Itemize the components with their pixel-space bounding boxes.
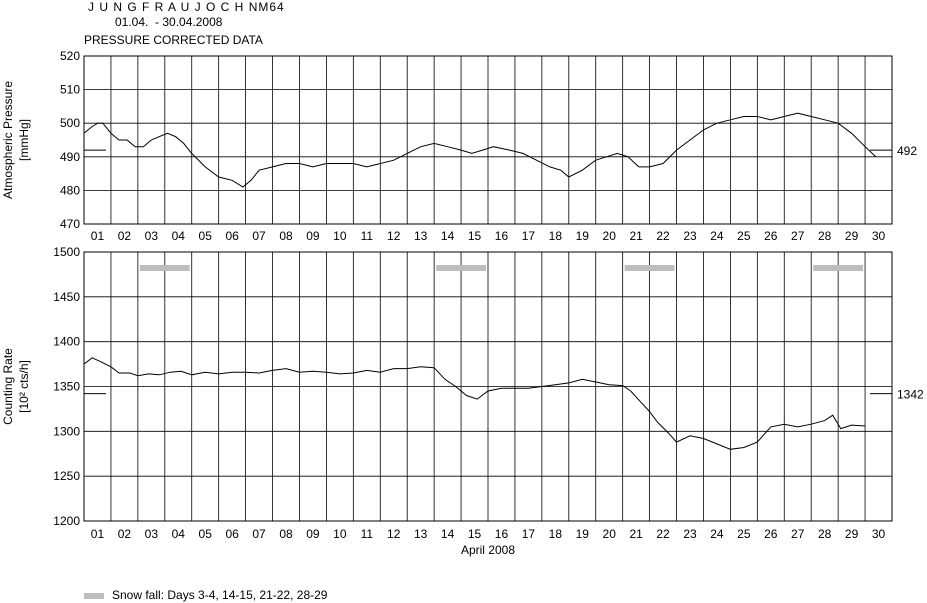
y-tick-label: 1250 — [53, 469, 80, 483]
x-tick-label: 20 — [603, 229, 617, 243]
y-axis-label: Counting Rate — [1, 348, 15, 425]
x-tick-label: 04 — [172, 229, 186, 243]
x-tick-label: 25 — [737, 527, 751, 541]
x-tick-label: 11 — [361, 527, 374, 541]
x-tick-label: 23 — [683, 229, 697, 243]
x-tick-label: 17 — [522, 527, 536, 541]
x-tick-label: 02 — [118, 229, 132, 243]
y-tick-label: 1300 — [53, 424, 80, 438]
x-tick-label: 26 — [764, 527, 778, 541]
y-axis-unit: [mmHg] — [17, 119, 31, 161]
x-tick-label: 15 — [468, 229, 482, 243]
x-tick-label: 19 — [576, 229, 590, 243]
x-tick-label: 22 — [656, 527, 670, 541]
x-tick-label: 16 — [495, 229, 509, 243]
x-tick-label: 25 — [737, 229, 751, 243]
x-tick-label: 09 — [306, 229, 320, 243]
data-series-line — [83, 112, 877, 188]
snow-fall-bar — [139, 265, 190, 271]
y-tick-label: 480 — [60, 183, 80, 197]
y-axis-unit: [10² cts/h] — [17, 360, 31, 413]
y-tick-label: 470 — [60, 217, 80, 231]
snow-fall-bar — [813, 265, 864, 271]
x-tick-label: 16 — [495, 527, 509, 541]
y-tick-label: 490 — [60, 150, 80, 164]
x-tick-label: 01 — [91, 229, 105, 243]
station-name: J U N G F R A U J O C H — [88, 0, 245, 14]
snow-fall-bar — [436, 265, 486, 271]
x-tick-label: 18 — [549, 527, 563, 541]
data-series-line — [83, 357, 866, 450]
x-tick-label: 20 — [603, 527, 617, 541]
x-tick-label: 21 — [629, 527, 643, 541]
x-tick-label: 06 — [225, 229, 239, 243]
x-tick-label: 28 — [818, 527, 832, 541]
reference-value: 492 — [897, 144, 917, 158]
x-tick-label: 10 — [333, 527, 347, 541]
y-tick-label: 1450 — [53, 290, 80, 304]
x-tick-label: 09 — [306, 527, 320, 541]
y-axis-label: Atmospheric Pressure — [1, 81, 15, 199]
x-tick-label: 30 — [872, 229, 886, 243]
legend-label: Snow fall: Days 3-4, 14-15, 21-22, 28-29 — [112, 588, 328, 602]
x-tick-label: 21 — [629, 229, 643, 243]
x-tick-label: 14 — [441, 229, 455, 243]
legend: Snow fall: Days 3-4, 14-15, 21-22, 28-29 — [84, 588, 327, 602]
y-tick-label: 1200 — [53, 514, 80, 528]
y-tick-label: 500 — [60, 116, 80, 130]
x-tick-label: 15 — [468, 527, 482, 541]
x-tick-label: 06 — [225, 527, 239, 541]
x-tick-label: 27 — [791, 527, 805, 541]
x-tick-label: 01 — [91, 527, 105, 541]
x-tick-label: 05 — [199, 527, 213, 541]
x-tick-label: 18 — [549, 229, 563, 243]
x-tick-label: 24 — [710, 229, 724, 243]
x-tick-label: 19 — [576, 527, 590, 541]
x-tick-label: 10 — [333, 229, 347, 243]
x-tick-label: 08 — [279, 229, 293, 243]
snow-fall-bar — [624, 265, 675, 271]
x-tick-label: 13 — [414, 527, 428, 541]
chart-subtitle: PRESSURE CORRECTED DATA — [84, 33, 263, 47]
x-tick-label: 29 — [845, 229, 859, 243]
x-tick-label: 26 — [764, 229, 778, 243]
x-tick-label: 13 — [414, 229, 428, 243]
x-tick-label: 07 — [252, 527, 266, 541]
x-tick-label: 23 — [683, 527, 697, 541]
x-tick-label: 03 — [145, 527, 159, 541]
y-tick-label: 1500 — [53, 245, 80, 259]
x-tick-label: 28 — [818, 229, 832, 243]
chart-period: 01.04. - 30.04.2008 — [115, 15, 223, 29]
y-tick-label: 510 — [60, 83, 80, 97]
x-tick-label: 04 — [172, 527, 186, 541]
reference-value: 1342 — [897, 388, 924, 402]
x-tick-label: 05 — [199, 229, 213, 243]
x-tick-label: 22 — [656, 229, 670, 243]
x-tick-label: 29 — [845, 527, 859, 541]
chart-title: J U N G F R A U J O C H NM64 — [88, 0, 285, 14]
x-tick-label: 30 — [872, 527, 886, 541]
station-code: NM64 — [248, 0, 285, 14]
y-tick-label: 520 — [60, 49, 80, 63]
x-tick-label: 24 — [710, 527, 724, 541]
snow-legend-swatch — [84, 592, 104, 599]
x-tick-label: 27 — [791, 229, 805, 243]
x-tick-label: 12 — [387, 229, 401, 243]
x-tick-label: 14 — [441, 527, 455, 541]
y-tick-label: 1400 — [53, 335, 80, 349]
x-tick-label: 07 — [252, 229, 266, 243]
x-tick-label: 03 — [145, 229, 159, 243]
x-tick-label: 08 — [279, 527, 293, 541]
x-axis-label: April 2008 — [461, 543, 515, 557]
x-tick-label: 02 — [118, 527, 132, 541]
x-tick-label: 17 — [522, 229, 536, 243]
x-tick-label: 11 — [361, 229, 374, 243]
x-tick-label: 12 — [387, 527, 401, 541]
y-tick-label: 1350 — [53, 380, 80, 394]
